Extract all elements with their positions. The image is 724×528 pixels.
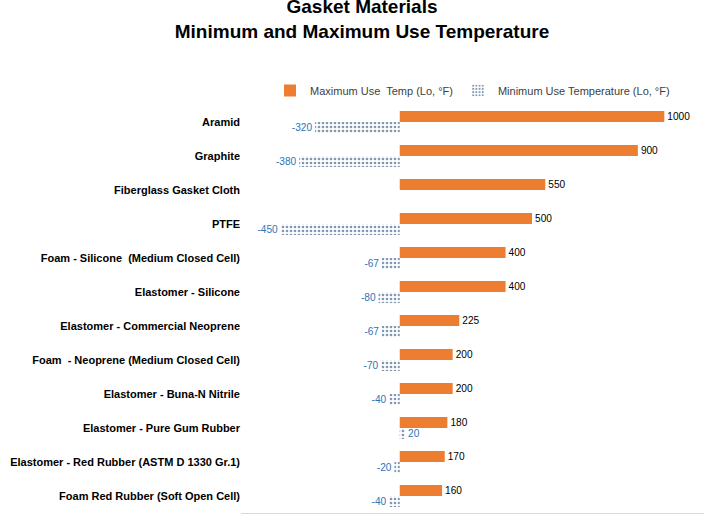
svg-text:Aramid: Aramid xyxy=(202,116,240,128)
svg-text:PTFE: PTFE xyxy=(212,218,240,230)
svg-text:Elastomer - Commercial Neopren: Elastomer - Commercial Neoprene xyxy=(60,320,240,332)
svg-text:1000: 1000 xyxy=(667,111,690,122)
svg-text:-80: -80 xyxy=(361,292,376,303)
svg-text:Elastomer - Red Rubber (ASTM D: Elastomer - Red Rubber (ASTM D 1330 Gr.1… xyxy=(10,456,240,468)
svg-text:400: 400 xyxy=(509,247,526,258)
svg-text:-70: -70 xyxy=(364,360,379,371)
svg-text:900: 900 xyxy=(641,145,658,156)
svg-text:-450: -450 xyxy=(257,224,278,235)
svg-text:-67: -67 xyxy=(364,258,379,269)
svg-text:Gasket MaterialsMinimum and Ma: Gasket MaterialsMinimum and Maximum Use … xyxy=(175,0,549,42)
svg-text:180: 180 xyxy=(450,417,467,428)
svg-text:-67: -67 xyxy=(364,326,379,337)
svg-text:Elastomer - Buna-N Nitrile: Elastomer - Buna-N Nitrile xyxy=(104,388,240,400)
svg-text:Foam - Silicone (Medium Close: Foam - Silicone (Medium Closed Cell) xyxy=(41,252,241,264)
svg-text:225: 225 xyxy=(462,315,479,326)
svg-text:200: 200 xyxy=(456,383,473,394)
svg-text:Fiberglass Gasket Cloth: Fiberglass Gasket Cloth xyxy=(114,184,240,196)
svg-text:160: 160 xyxy=(445,485,462,496)
svg-text:-320: -320 xyxy=(292,122,313,133)
svg-text:500: 500 xyxy=(535,213,552,224)
svg-text:-40: -40 xyxy=(372,496,387,507)
svg-text:-380: -380 xyxy=(276,156,297,167)
svg-text:Foam - Neoprene (Medium Close: Foam - Neoprene (Medium Closed Cell) xyxy=(32,354,240,366)
svg-text:Graphite: Graphite xyxy=(195,150,240,162)
svg-text:170: 170 xyxy=(448,451,465,462)
svg-text:Foam Red Rubber (Soft Open Cel: Foam Red Rubber (Soft Open Cell) xyxy=(59,490,240,502)
svg-text:200: 200 xyxy=(456,349,473,360)
svg-text:-20: -20 xyxy=(377,462,392,473)
svg-text:Minimum Use Temperature (Lo, °: Minimum Use Temperature (Lo, °F) xyxy=(498,85,670,97)
svg-text:-40: -40 xyxy=(372,394,387,405)
svg-text:Maximum Use Temp (Lo, °F): Maximum Use Temp (Lo, °F) xyxy=(310,85,453,97)
svg-text:Elastomer - Pure Gum Rubber: Elastomer - Pure Gum Rubber xyxy=(83,422,241,434)
svg-text:550: 550 xyxy=(548,179,565,190)
svg-text:400: 400 xyxy=(509,281,526,292)
svg-text:20: 20 xyxy=(408,428,420,439)
svg-text:Elastomer - Silicone: Elastomer - Silicone xyxy=(135,286,240,298)
